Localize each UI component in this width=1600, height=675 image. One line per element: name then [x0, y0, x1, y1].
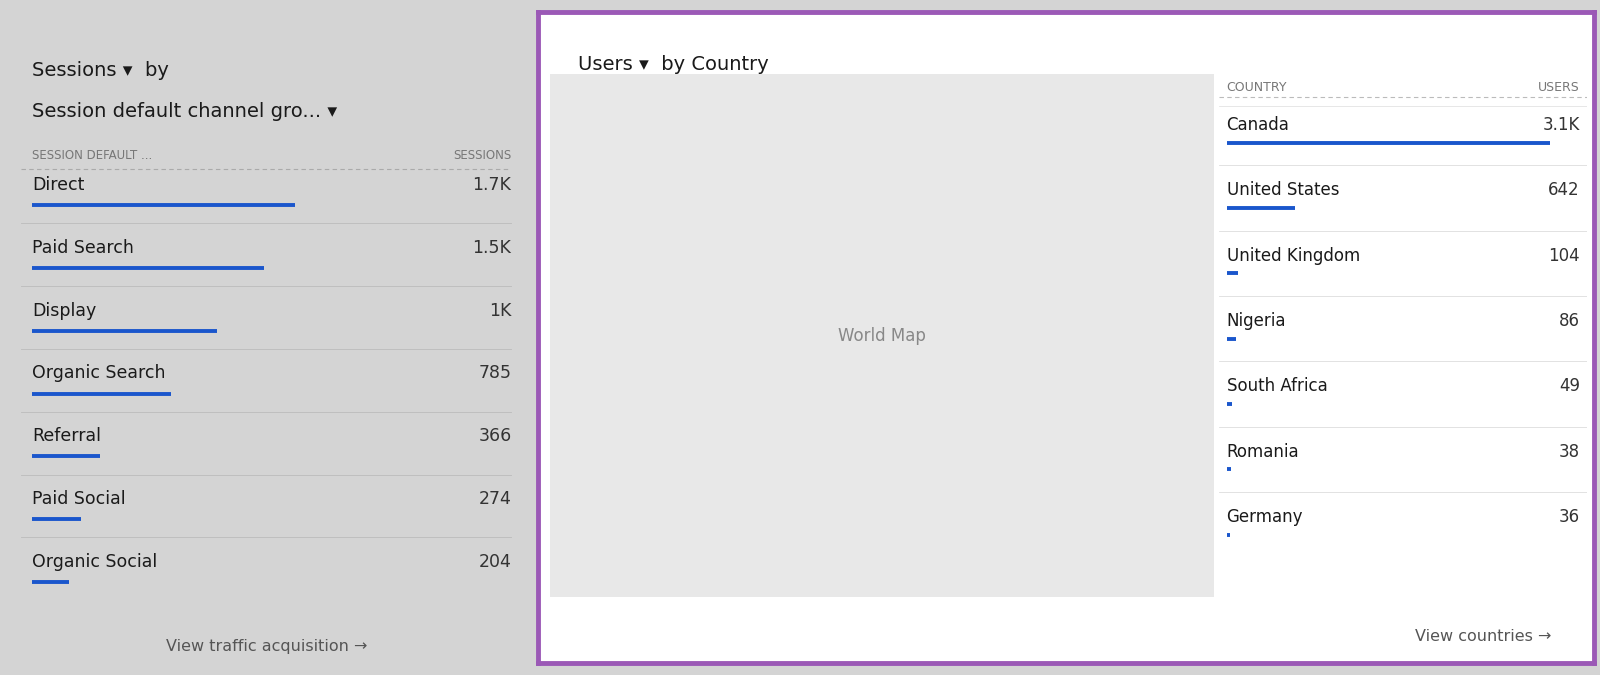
- Text: 642: 642: [1549, 182, 1579, 199]
- Text: 3.1K: 3.1K: [1542, 116, 1579, 134]
- Text: Display: Display: [32, 302, 96, 319]
- Text: Germany: Germany: [1227, 508, 1302, 526]
- Text: Session default channel gro... ▾: Session default channel gro... ▾: [32, 102, 338, 121]
- Text: Romania: Romania: [1227, 443, 1299, 460]
- Text: 1K: 1K: [490, 302, 512, 319]
- Text: 366: 366: [478, 427, 512, 445]
- Text: Organic Search: Organic Search: [32, 364, 165, 382]
- Text: 785: 785: [478, 364, 512, 382]
- Text: Paid Search: Paid Search: [32, 239, 134, 256]
- Text: USERS: USERS: [1538, 81, 1579, 94]
- Text: 1.7K: 1.7K: [472, 176, 512, 194]
- Text: SESSIONS: SESSIONS: [453, 148, 512, 162]
- Text: 104: 104: [1549, 246, 1579, 265]
- Text: 36: 36: [1558, 508, 1579, 526]
- Text: Direct: Direct: [32, 176, 85, 194]
- Text: 86: 86: [1558, 312, 1579, 330]
- Text: View traffic acquisition →: View traffic acquisition →: [166, 639, 366, 654]
- Text: Paid Social: Paid Social: [32, 490, 125, 508]
- Text: United States: United States: [1227, 182, 1339, 199]
- Text: 1.5K: 1.5K: [472, 239, 512, 256]
- Text: COUNTRY: COUNTRY: [1227, 81, 1286, 94]
- Text: 274: 274: [478, 490, 512, 508]
- Text: Canada: Canada: [1227, 116, 1290, 134]
- Text: United Kingdom: United Kingdom: [1227, 246, 1360, 265]
- Text: SESSION DEFAULT ...: SESSION DEFAULT ...: [32, 148, 152, 162]
- Text: Users ▾  by Country: Users ▾ by Country: [578, 55, 768, 74]
- Text: World Map: World Map: [838, 327, 926, 345]
- Text: Referral: Referral: [32, 427, 101, 445]
- Text: Organic Social: Organic Social: [32, 553, 157, 570]
- Text: Nigeria: Nigeria: [1227, 312, 1286, 330]
- Text: 49: 49: [1558, 377, 1579, 396]
- Text: 38: 38: [1558, 443, 1579, 460]
- Text: South Africa: South Africa: [1227, 377, 1328, 396]
- Text: Sessions ▾  by: Sessions ▾ by: [32, 61, 170, 80]
- Text: View countries →: View countries →: [1414, 629, 1552, 645]
- Text: 204: 204: [478, 553, 512, 570]
